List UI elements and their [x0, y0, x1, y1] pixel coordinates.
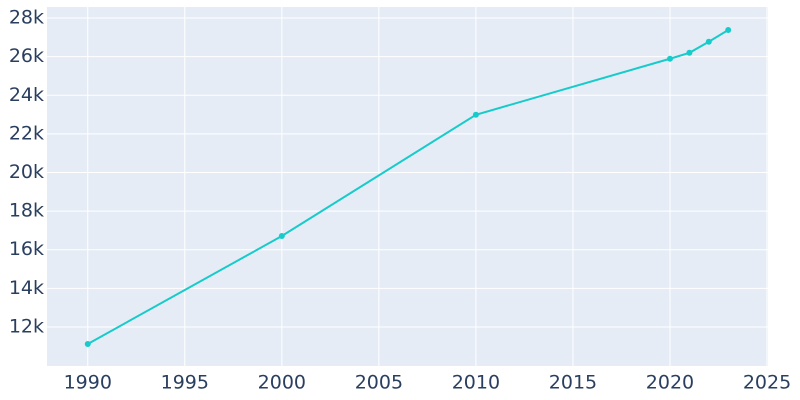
x-tick-label: 2025 — [743, 372, 791, 394]
data-point — [84, 340, 91, 347]
y-tick-label: 12k — [9, 315, 44, 337]
data-point — [666, 55, 673, 62]
x-tick-label: 2020 — [646, 372, 694, 394]
y-tick-label: 24k — [9, 84, 44, 106]
y-tick-label: 14k — [9, 277, 44, 299]
y-tick-label: 22k — [9, 122, 44, 144]
y-tick-label: 20k — [9, 161, 44, 183]
y-tick-label: 16k — [9, 238, 44, 260]
data-point — [472, 111, 479, 118]
plot-area — [47, 7, 768, 366]
x-tick-label: 2015 — [549, 372, 597, 394]
data-point — [705, 38, 712, 45]
y-tick-label: 28k — [9, 7, 44, 29]
data-point — [686, 49, 693, 56]
data-point — [278, 233, 285, 240]
x-tick-label: 1995 — [161, 372, 209, 394]
x-tick-label: 2010 — [452, 372, 500, 394]
x-tick-label: 2000 — [258, 372, 306, 394]
x-tick-label: 1990 — [64, 372, 112, 394]
y-tick-label: 18k — [9, 200, 44, 222]
y-tick-label: 26k — [9, 45, 44, 67]
data-point — [725, 26, 732, 33]
x-tick-label: 2005 — [355, 372, 403, 394]
